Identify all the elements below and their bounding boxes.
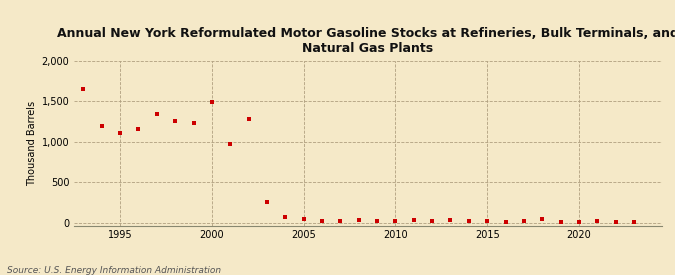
Point [592,219,603,223]
Point [464,219,475,223]
Point [207,100,217,104]
Point [408,218,419,222]
Point [353,218,364,222]
Point [445,218,456,222]
Point [78,87,89,92]
Point [188,121,199,125]
Point [170,119,181,123]
Point [280,215,291,219]
Point [261,200,272,204]
Text: Source: U.S. Energy Information Administration: Source: U.S. Energy Information Administ… [7,266,221,275]
Point [372,219,383,223]
Point [243,116,254,121]
Point [225,142,236,146]
Point [482,219,493,224]
Point [628,220,639,225]
Point [537,217,547,221]
Point [133,127,144,131]
Point [298,216,309,221]
Point [574,220,585,224]
Point [115,131,126,136]
Point [335,219,346,224]
Point [610,220,621,224]
Point [390,219,401,223]
Point [500,220,511,224]
Point [518,219,529,223]
Point [97,124,107,128]
Point [317,219,327,223]
Point [555,220,566,224]
Title: Annual New York Reformulated Motor Gasoline Stocks at Refineries, Bulk Terminals: Annual New York Reformulated Motor Gasol… [57,27,675,55]
Y-axis label: Thousand Barrels: Thousand Barrels [28,100,38,186]
Point [151,112,162,116]
Point [427,219,437,223]
